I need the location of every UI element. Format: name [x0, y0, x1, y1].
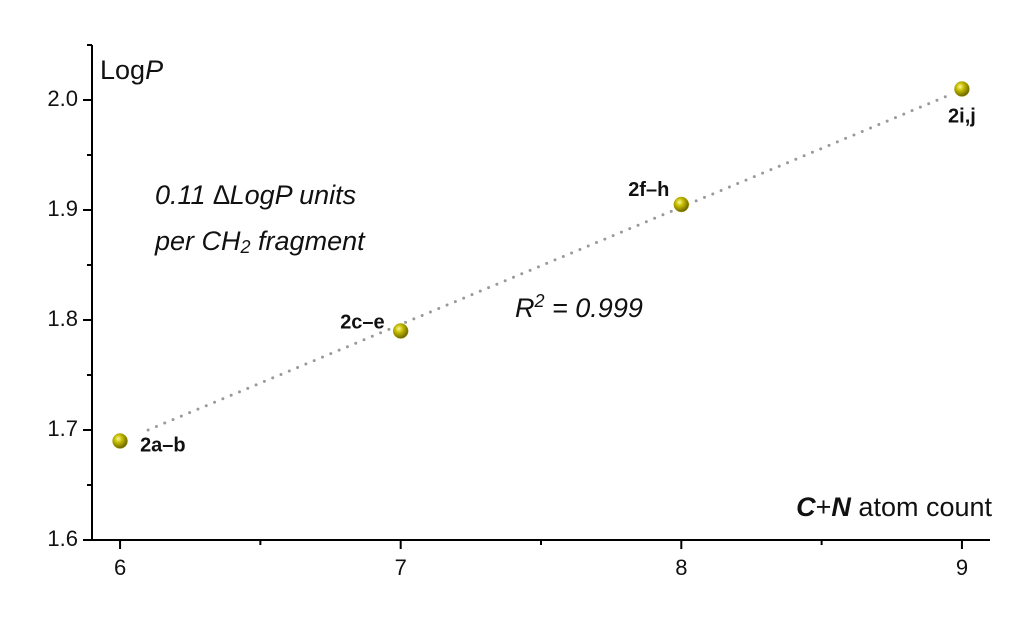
- point-label: 2f–h: [628, 179, 669, 201]
- x-tick-label: 6: [114, 555, 126, 580]
- text-segment: = 0.999: [545, 293, 643, 323]
- x-tick-label: 9: [956, 555, 968, 580]
- point-label: 2c–e: [340, 311, 385, 333]
- x-axis-label: C+N atom count: [796, 492, 992, 522]
- data-point: [954, 81, 970, 97]
- y-tick-label: 2.0: [47, 86, 78, 111]
- text-segment: 2: [534, 291, 545, 311]
- annotation: R2 = 0.999: [515, 291, 643, 323]
- annotation: per CH2 fragment: [154, 226, 366, 257]
- text-segment: 2: [240, 237, 251, 257]
- text-segment: +: [816, 492, 832, 522]
- x-tick-label: 7: [395, 555, 407, 580]
- text-segment: 0.11: [155, 180, 213, 210]
- text-segment: fragment: [251, 226, 367, 256]
- text-segment: atom count: [851, 492, 993, 522]
- y-tick-label: 1.9: [47, 196, 78, 221]
- text-segment: N: [831, 492, 851, 522]
- trendline: [146, 93, 953, 432]
- point-label: 2i,j: [948, 105, 976, 127]
- data-point: [673, 196, 690, 213]
- x-tick-label: 8: [675, 555, 687, 580]
- text-segment: C: [796, 492, 816, 522]
- text-segment: per CH: [154, 226, 241, 256]
- point-label: 2a–b: [140, 434, 186, 456]
- text-segment: ∆LogP units: [213, 180, 356, 210]
- y-tick-label: 1.7: [47, 416, 78, 441]
- y-tick-label: 1.6: [47, 526, 78, 551]
- text-segment: R: [515, 293, 535, 323]
- data-point: [112, 433, 128, 449]
- y-axis-label: LogP: [100, 55, 163, 85]
- annotation: 0.11 ∆LogP units: [155, 180, 356, 210]
- text-segment: Log: [100, 55, 145, 85]
- text-segment: P: [145, 55, 163, 85]
- data-point: [392, 323, 409, 339]
- y-tick-label: 1.8: [47, 306, 78, 331]
